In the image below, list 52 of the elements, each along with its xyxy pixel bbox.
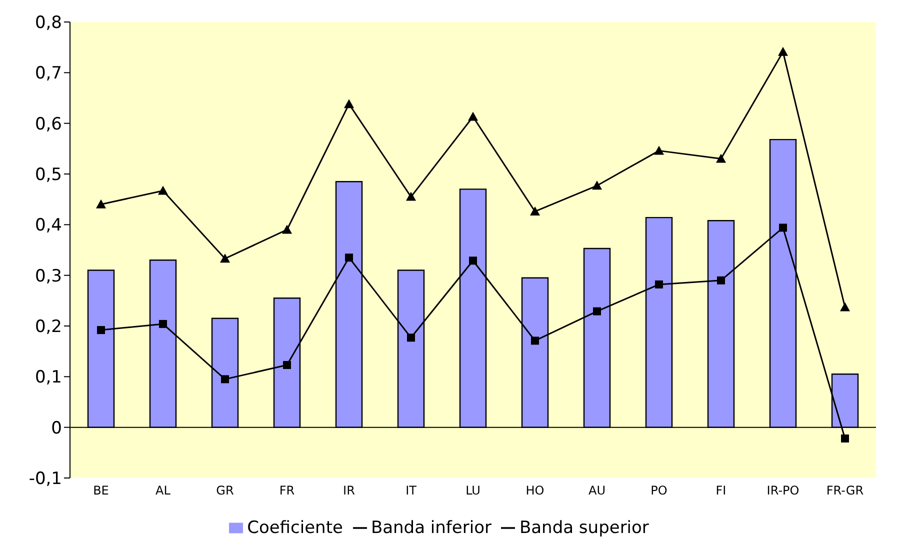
x-tick-label: HO bbox=[526, 484, 544, 498]
x-tick-label: IT bbox=[406, 484, 418, 498]
x-tick-label: PO bbox=[650, 484, 668, 498]
y-tick-label: 0,3 bbox=[34, 266, 62, 286]
point bbox=[592, 180, 602, 190]
x-tick-label: FI bbox=[716, 484, 726, 498]
x-tick-label: FR-GR bbox=[826, 484, 864, 498]
point bbox=[406, 192, 416, 201]
point bbox=[468, 112, 478, 121]
x-tick-label: IR-PO bbox=[766, 484, 800, 498]
point bbox=[282, 224, 292, 234]
y-tick-label: 0,1 bbox=[34, 368, 62, 388]
point bbox=[717, 276, 725, 284]
point bbox=[530, 206, 540, 216]
y-tick-label: 0,5 bbox=[34, 165, 62, 186]
x-tick-label: AU bbox=[588, 484, 606, 498]
x-tick-label: IR bbox=[343, 484, 355, 498]
legend-label: Coeficiente bbox=[247, 518, 343, 538]
point bbox=[655, 280, 663, 288]
point bbox=[778, 46, 788, 56]
x-tick-label: BE bbox=[93, 484, 109, 498]
y-tick-label: 0 bbox=[51, 418, 62, 438]
point bbox=[593, 307, 601, 316]
point bbox=[97, 326, 105, 334]
legend-label: Banda superior bbox=[519, 518, 649, 538]
point bbox=[158, 186, 168, 195]
point bbox=[531, 336, 539, 345]
point bbox=[96, 199, 106, 208]
x-tick-label: GR bbox=[216, 484, 234, 498]
point bbox=[716, 154, 726, 163]
point bbox=[779, 224, 787, 232]
y-tick-label: 0,6 bbox=[34, 114, 62, 134]
point bbox=[221, 375, 229, 384]
y-tick-label: 0,8 bbox=[34, 13, 62, 34]
y-tick-label: 0,7 bbox=[34, 64, 62, 84]
point bbox=[159, 320, 167, 328]
point bbox=[345, 254, 353, 262]
point bbox=[654, 146, 664, 155]
y-tick-label: 0,2 bbox=[34, 317, 62, 338]
legend-label: Banda inferior bbox=[370, 518, 492, 538]
point bbox=[407, 334, 415, 342]
point bbox=[220, 254, 230, 263]
point bbox=[344, 99, 354, 108]
point bbox=[840, 302, 850, 312]
y-tick-label: 0,4 bbox=[34, 216, 62, 236]
x-tick-label: FR bbox=[279, 484, 295, 498]
x-tick-label: LU bbox=[466, 484, 480, 498]
y-tick-label: -0,1 bbox=[28, 469, 62, 490]
point bbox=[283, 361, 291, 370]
x-tick-label: AL bbox=[156, 484, 171, 498]
point bbox=[841, 434, 849, 442]
point bbox=[469, 256, 477, 265]
